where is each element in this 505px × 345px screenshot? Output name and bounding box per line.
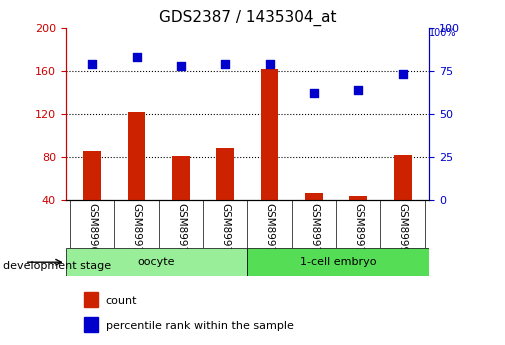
Text: GSM89973: GSM89973	[265, 203, 275, 259]
Bar	[172, 156, 190, 200]
Bar	[349, 196, 367, 200]
FancyBboxPatch shape	[66, 248, 247, 276]
Point	[177, 63, 185, 68]
Bar	[217, 148, 234, 200]
Text: GSM89970: GSM89970	[132, 203, 141, 259]
Bar	[84, 317, 98, 332]
Title: GDS2387 / 1435304_at: GDS2387 / 1435304_at	[159, 10, 336, 26]
Point	[266, 61, 274, 67]
Point	[132, 54, 140, 60]
FancyBboxPatch shape	[247, 248, 429, 276]
Bar	[261, 69, 278, 200]
Text: count: count	[106, 296, 137, 306]
Text: 1-cell embryo: 1-cell embryo	[300, 257, 377, 267]
Bar	[394, 155, 412, 200]
Bar	[128, 112, 145, 200]
Text: development stage: development stage	[3, 261, 111, 270]
Point	[398, 71, 407, 77]
Text: GSM89999: GSM89999	[397, 203, 408, 259]
Bar	[83, 150, 101, 200]
Point	[221, 61, 229, 67]
Text: GSM89971: GSM89971	[176, 203, 186, 259]
Bar	[84, 292, 98, 307]
Text: 100%: 100%	[429, 28, 457, 38]
Point	[310, 90, 318, 96]
Text: GSM89975: GSM89975	[354, 203, 363, 259]
Text: GSM89974: GSM89974	[309, 203, 319, 259]
Text: GSM89969: GSM89969	[87, 203, 97, 259]
Text: oocyte: oocyte	[138, 257, 175, 267]
Point	[355, 87, 363, 92]
Bar	[305, 193, 323, 200]
Text: GSM89972: GSM89972	[220, 203, 230, 259]
Point	[88, 61, 96, 67]
Text: percentile rank within the sample: percentile rank within the sample	[106, 321, 293, 331]
